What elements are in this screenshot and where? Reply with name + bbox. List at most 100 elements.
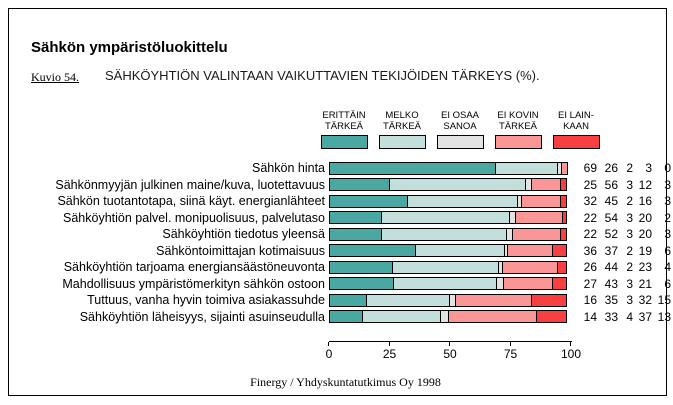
value-label: 2 bbox=[664, 210, 671, 225]
legend-swatch bbox=[436, 135, 484, 149]
category-label: Tuttuus, vanha hyvin toimiva asiakassuhd… bbox=[87, 293, 325, 308]
bar-segment bbox=[329, 293, 368, 307]
value-label: 2 bbox=[626, 260, 633, 275]
stacked-bar bbox=[329, 244, 572, 258]
value-label: 26 bbox=[604, 161, 618, 176]
legend-item: EI LAIN- KAAN bbox=[547, 110, 605, 149]
value-label: 3 bbox=[664, 177, 671, 192]
figure-label: Kuvio 54. bbox=[31, 70, 79, 84]
category-label: Sähkön hinta bbox=[252, 161, 325, 176]
value-labels: 36 37 2 19 6 bbox=[576, 244, 671, 258]
bar-segment bbox=[559, 178, 567, 192]
value-labels: 26 44 2 23 4 bbox=[576, 260, 671, 274]
category-label: Sähkön tuotantotapa, siinä käyt. energia… bbox=[57, 194, 325, 209]
value-label: 3 bbox=[626, 293, 633, 308]
chart-row: Sähkön hinta 69 26 2 3 0 bbox=[19, 160, 673, 177]
bar-segment bbox=[559, 194, 567, 208]
value-label: 2 bbox=[626, 243, 633, 258]
axis-tick-label: 100 bbox=[560, 347, 582, 361]
bar-segment bbox=[415, 244, 505, 258]
stacked-bar bbox=[329, 293, 572, 307]
value-label: 3 bbox=[626, 210, 633, 225]
legend-label-line: TÄRKEÄ bbox=[382, 120, 421, 132]
legend: ERITTÄIN TÄRKEÄ MELKO TÄRKEÄ EI OSAA SANOA EI … bbox=[315, 110, 605, 149]
bar-segment bbox=[329, 178, 391, 192]
value-label: 3 bbox=[626, 227, 633, 242]
value-label: 12 bbox=[638, 177, 652, 192]
value-label: 25 bbox=[583, 177, 597, 192]
bar-segment bbox=[329, 161, 496, 175]
value-labels: 14 33 4 37 13 bbox=[576, 310, 671, 324]
axis-tick bbox=[449, 342, 450, 346]
x-axis: 0 25 50 75 100 bbox=[326, 341, 581, 362]
axis-tick bbox=[570, 342, 571, 346]
value-labels: 69 26 2 3 0 bbox=[576, 161, 671, 175]
value-label: 6 bbox=[664, 276, 671, 291]
bar-segment bbox=[494, 161, 558, 175]
value-labels: 16 35 3 32 15 bbox=[576, 293, 671, 307]
value-label: 22 bbox=[583, 227, 597, 242]
legend-item-label: EI KOVIN TÄRKEÄ bbox=[489, 110, 547, 132]
bar-segment bbox=[329, 227, 383, 241]
legend-item: ERITTÄIN TÄRKEÄ bbox=[315, 110, 373, 149]
chart-row: Sähköyhtiön palvel. monipuolisuus, palve… bbox=[19, 210, 673, 227]
value-label: 20 bbox=[638, 227, 652, 242]
category-label: Sähköyhtiön tiedotus yleensä bbox=[162, 227, 325, 242]
axis-tick-label: 50 bbox=[443, 347, 457, 361]
value-label: 36 bbox=[583, 243, 597, 258]
chart-row: Mahdollisuus ympäristömerkityn sähkön os… bbox=[19, 276, 673, 293]
category-label: Sähkönmyyjän julkinen maine/kuva, luotet… bbox=[55, 177, 325, 192]
chart-row: Sähköyhtiön läheisyys, sijainti asuinseu… bbox=[19, 309, 673, 326]
value-label: 21 bbox=[638, 276, 652, 291]
axis-tick bbox=[388, 342, 390, 346]
value-label: 4 bbox=[626, 309, 633, 324]
bar-segment bbox=[361, 310, 441, 324]
legend-swatch bbox=[320, 135, 368, 149]
value-label: 37 bbox=[604, 243, 618, 258]
axis-tick-label: 75 bbox=[503, 347, 518, 361]
bar-segment bbox=[391, 260, 500, 274]
stacked-bar bbox=[329, 211, 572, 225]
value-label: 0 bbox=[664, 161, 671, 176]
value-label: 2 bbox=[626, 161, 633, 176]
bar-segment bbox=[329, 244, 417, 258]
value-label: 33 bbox=[604, 309, 618, 324]
legend-label-line: EI OSAA bbox=[440, 110, 479, 121]
legend-label-line: TÄRKEÄ bbox=[498, 120, 537, 132]
page-title: Sähkön ympäristöluokittelu bbox=[31, 39, 228, 56]
bar-segment bbox=[552, 277, 567, 291]
legend-item-label: ERITTÄIN TÄRKEÄ bbox=[315, 110, 373, 132]
stacked-bar bbox=[329, 194, 572, 208]
value-label: 32 bbox=[583, 194, 597, 209]
axis-tick-label: 25 bbox=[382, 347, 397, 361]
legend-label-line: SANOA bbox=[443, 120, 477, 132]
value-labels: 22 52 3 20 3 bbox=[576, 227, 671, 241]
legend-label-line: MELKO bbox=[385, 110, 419, 121]
bar-segment bbox=[389, 178, 526, 192]
figure-subtitle: SÄHKÖYHTIÖN VALINTAAN VAIKUTTAVIEN TEKIJ… bbox=[105, 68, 540, 83]
chart-row: Sähkönmyyjän julkinen maine/kuva, luotet… bbox=[19, 177, 673, 194]
value-label: 6 bbox=[664, 243, 671, 258]
source-caption: Finergy / Yhdyskuntatutkimus Oy 1998 bbox=[250, 375, 441, 389]
bar-segment bbox=[380, 211, 511, 225]
value-label: 45 bbox=[604, 194, 618, 209]
value-label: 43 bbox=[604, 276, 618, 291]
value-label: 23 bbox=[638, 260, 652, 275]
legend-swatch bbox=[552, 135, 600, 149]
chart-row: Sähköntoimittajan kotimaisuus 36 37 2 19 6 bbox=[19, 243, 673, 260]
legend-label-line: ERITTÄIN bbox=[322, 110, 366, 121]
value-label: 15 bbox=[657, 293, 671, 308]
bar-segment bbox=[515, 211, 564, 225]
bar-segment bbox=[366, 293, 451, 307]
bar-segment bbox=[562, 211, 567, 225]
value-label: 54 bbox=[604, 210, 618, 225]
bar-segment bbox=[559, 227, 567, 241]
bar-segment bbox=[557, 260, 567, 274]
value-label: 3 bbox=[664, 194, 671, 209]
chart-row: Sähköyhtiön tiedotus yleensä 22 52 3 20 3 bbox=[19, 226, 673, 243]
bar-segment bbox=[329, 260, 393, 274]
chart-row: Sähkön tuotantotapa, siinä käyt. energia… bbox=[19, 193, 673, 210]
stacked-bar bbox=[329, 277, 572, 291]
value-label: 14 bbox=[583, 309, 597, 324]
value-label: 35 bbox=[604, 293, 618, 308]
